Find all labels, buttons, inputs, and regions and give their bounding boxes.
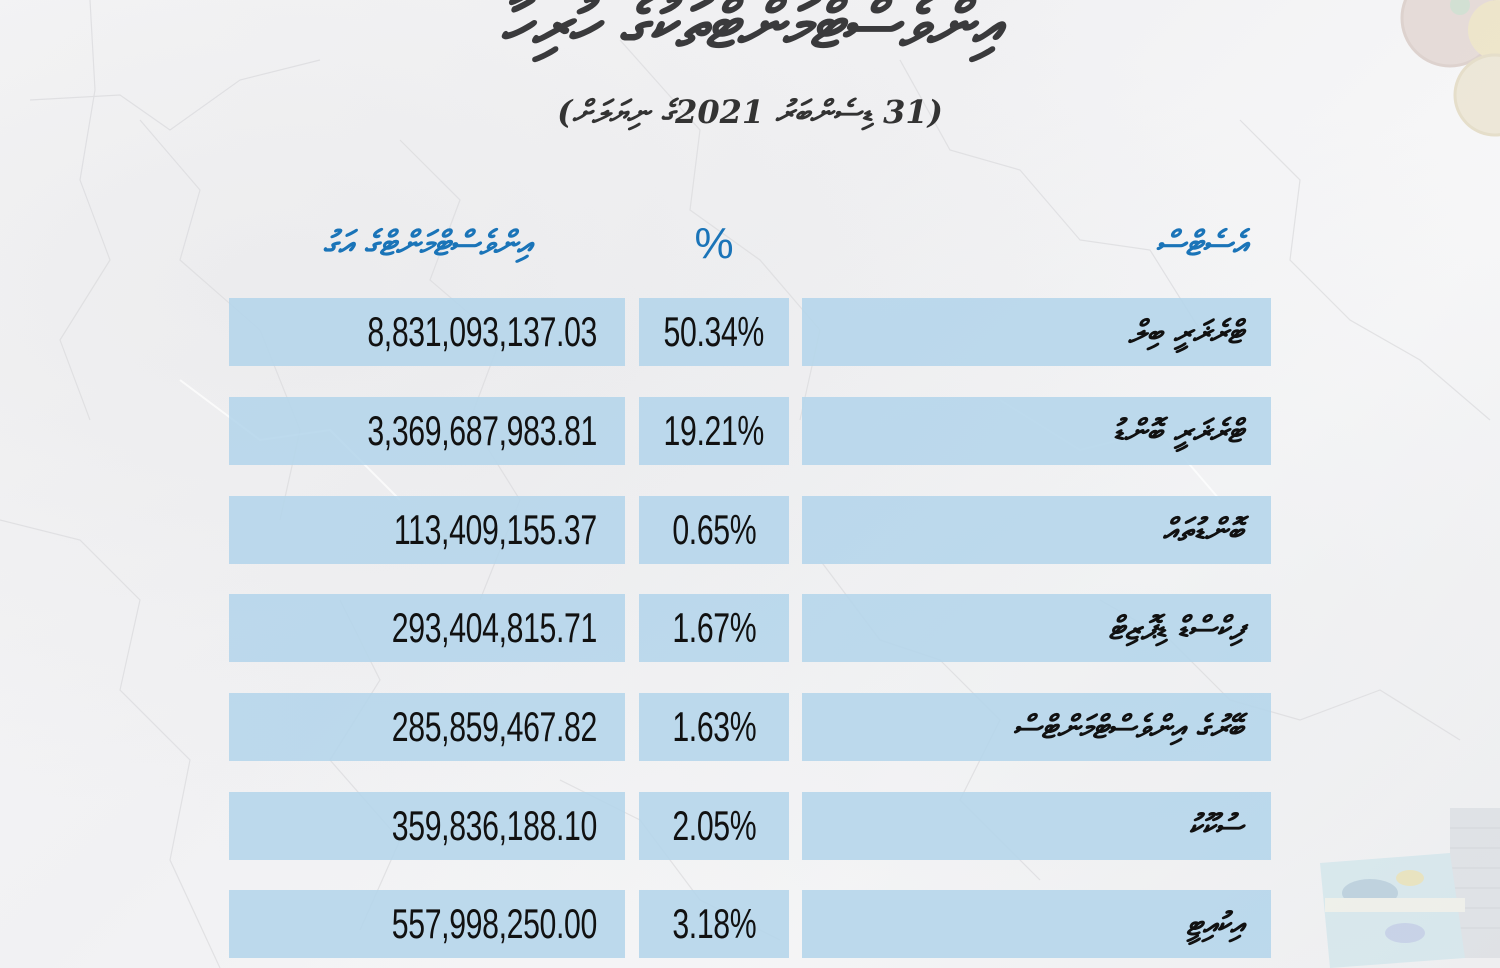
- table-row-asset-cell: ފިކްސްޑް ޑިޕޮޒިޓް: [802, 594, 1271, 662]
- table-row-percent-cell: 50.34%: [639, 298, 789, 366]
- table-row-amount-cell: 557,998,250.00: [229, 890, 625, 958]
- table-row-amount-cell: 293,404,815.71: [229, 594, 625, 662]
- asset-label: ސުކޫކު: [1188, 806, 1243, 845]
- table-row-asset-cell: ބޭރުގެ އިންވެސްޓްމަންޓްސް: [802, 693, 1271, 761]
- table-row-percent-cell: 19.21%: [639, 397, 789, 465]
- table-row-amount-cell: 113,409,155.37: [229, 496, 625, 564]
- table-row-amount-cell: 359,836,188.10: [229, 792, 625, 860]
- amount-value: 293,404,815.71: [391, 604, 598, 651]
- table-row-percent-cell: 1.67%: [639, 594, 789, 662]
- asset-label: ޓްރެޜަރީ ބޮންޑު: [1112, 411, 1243, 450]
- table-row-percent-cell: 1.63%: [639, 693, 789, 761]
- percent-value: 50.34%: [663, 308, 765, 355]
- amount-value: 8,831,093,137.03: [367, 308, 597, 355]
- table-row-percent-cell: 3.18%: [639, 890, 789, 958]
- percent-value: 1.63%: [672, 703, 756, 750]
- table-row-asset-cell: ޓްރެޜަރީ ބިލް: [802, 298, 1271, 366]
- asset-label: އިކުއިޓީ: [1186, 904, 1243, 943]
- amount-value: 557,998,250.00: [391, 900, 598, 947]
- table-row-percent-cell: 2.05%: [639, 792, 789, 860]
- banknotes-image: [1320, 808, 1500, 968]
- column-header-asset: އެސެޓްސް: [1155, 224, 1247, 264]
- asset-label: ފިކްސްޑް ޑިޕޮޒިޓް: [1108, 608, 1243, 647]
- amount-value: 3,369,687,983.81: [367, 407, 597, 454]
- table-row-amount-cell: 8,831,093,137.03: [229, 298, 625, 366]
- table-row-amount-cell: 3,369,687,983.81: [229, 397, 625, 465]
- page-title: އިންވެސްޓްމަންޓްތަކުގެ ހުރިހާ: [500, 0, 1000, 63]
- coins-image: [1400, 0, 1500, 137]
- table-row-amount-cell: 285,859,467.82: [229, 693, 625, 761]
- percent-value: 3.18%: [672, 900, 756, 947]
- amount-value: 113,409,155.37: [394, 506, 597, 553]
- asset-label: ބޭރުގެ އިންވެސްޓްމަންޓްސް: [1012, 707, 1243, 746]
- column-header-amount: އިންވެސްޓްމަންޓްގެ އަގު: [322, 224, 532, 264]
- amount-value: 359,836,188.10: [391, 802, 598, 849]
- percent-value: 1.67%: [672, 604, 756, 651]
- amount-value: 285,859,467.82: [391, 703, 598, 750]
- column-header-percent: %: [694, 219, 734, 268]
- percent-value: 0.65%: [672, 506, 756, 553]
- percent-value: 2.05%: [672, 802, 756, 849]
- percent-value: 19.21%: [663, 407, 765, 454]
- table-row-asset-cell: ސުކޫކު: [802, 792, 1271, 860]
- table-row-asset-cell: އިކުއިޓީ: [802, 890, 1271, 958]
- table-row-percent-cell: 0.65%: [639, 496, 789, 564]
- asset-label: ބޮންޑުތައް: [1162, 510, 1243, 549]
- table-row-asset-cell: ބޮންޑުތައް: [802, 496, 1271, 564]
- table-row-asset-cell: ޓްރެޜަރީ ބޮންޑު: [802, 397, 1271, 465]
- asset-label: ޓްރެޜަރީ ބިލް: [1128, 312, 1243, 351]
- page-subtitle: (31 ޑިސެންބަރު 2021ގެ ނިޔަލަށް): [557, 93, 943, 131]
